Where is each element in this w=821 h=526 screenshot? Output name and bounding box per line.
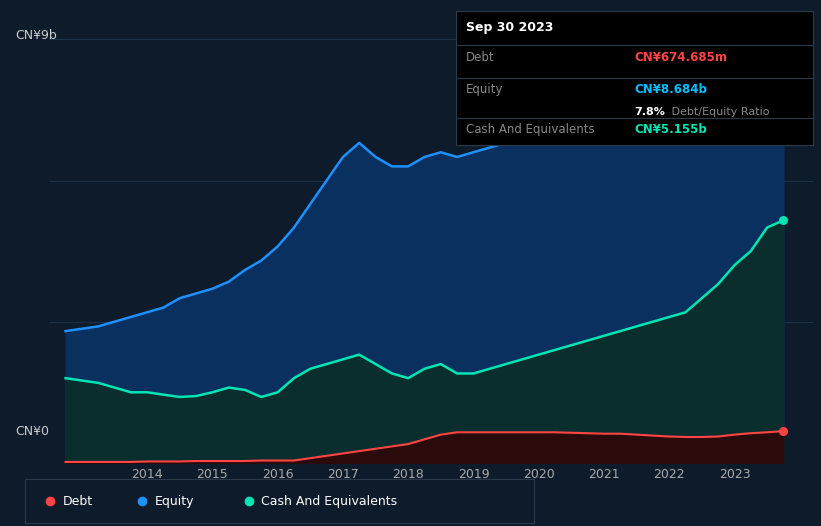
Text: Sep 30 2023: Sep 30 2023 [466, 21, 553, 34]
Text: CN¥5.155b: CN¥5.155b [635, 123, 707, 136]
Point [777, 216, 790, 225]
Text: CN¥0: CN¥0 [15, 426, 49, 438]
Text: Cash And Equivalents: Cash And Equivalents [466, 123, 595, 136]
Text: CN¥8.684b: CN¥8.684b [635, 83, 707, 96]
Text: Debt: Debt [466, 51, 495, 64]
Text: 7.8%: 7.8% [635, 107, 665, 117]
Point [777, 427, 790, 436]
Text: Equity: Equity [466, 83, 504, 96]
Text: Debt/Equity Ratio: Debt/Equity Ratio [668, 107, 769, 117]
Text: Cash And Equivalents: Cash And Equivalents [261, 494, 397, 508]
Text: Equity: Equity [154, 494, 194, 508]
Text: Debt: Debt [63, 494, 93, 508]
Text: CN¥674.685m: CN¥674.685m [635, 51, 727, 64]
Text: CN¥9b: CN¥9b [15, 29, 57, 42]
Point [777, 50, 790, 58]
